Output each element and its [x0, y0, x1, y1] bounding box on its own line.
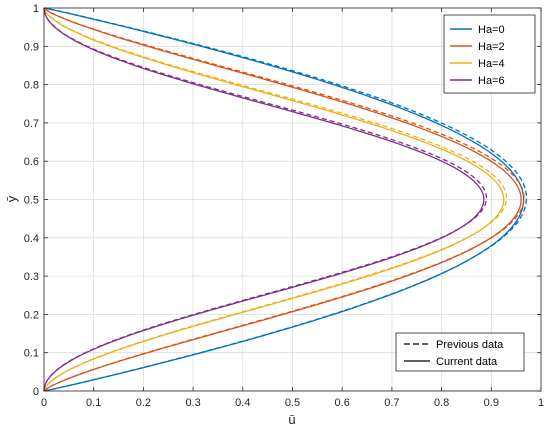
legend-label: Ha=6 [478, 75, 505, 87]
x-tick-label: 0.6 [335, 397, 350, 409]
series-line-current-0 [43, 7, 525, 392]
x-tick-label: 0.7 [384, 397, 399, 409]
y-tick-label: 0.7 [24, 118, 39, 130]
ticks [43, 7, 542, 392]
series-line-current-2 [43, 7, 505, 392]
x-tick-label: 0.1 [86, 397, 101, 409]
y-tick-label: 0.2 [24, 309, 39, 321]
legend-series: Ha=0 Ha=2 Ha=4 Ha=6 [443, 14, 536, 94]
y-tick-label: 0.3 [24, 271, 39, 283]
curves [43, 7, 528, 392]
series-line-current-3 [43, 7, 485, 392]
series-line-previous-3 [43, 7, 488, 392]
tick-labels: 0 0.1 0.2 0.3 0.4 0.5 0.6 0.7 0.8 0.9 1 0 0.1 0.2 0.3 0… [24, 3, 544, 409]
legend-label: Ha=2 [478, 41, 505, 53]
x-tick-label: 0.9 [484, 397, 499, 409]
series-line-current-1 [43, 7, 522, 392]
y-tick-label: 0 [33, 386, 39, 398]
y-tick-label: 0.1 [24, 348, 39, 360]
y-tick-label: 0.8 [24, 80, 39, 92]
x-tick-label: 0.4 [235, 397, 250, 409]
y-tick-label: 0.6 [24, 156, 39, 168]
series-line-previous-1 [43, 7, 525, 392]
legend-label: Ha=0 [478, 24, 505, 36]
legend-style-label: Previous data [436, 339, 504, 351]
x-tick-label: 0.5 [285, 397, 300, 409]
legend-label: Ha=4 [478, 58, 505, 70]
x-tick-label: 0.2 [136, 397, 151, 409]
y-tick-label: 1 [33, 3, 39, 15]
y-tick-label: 0.4 [24, 233, 39, 245]
legend-style-label: Current data [436, 356, 498, 368]
legend-line-style: Previous data Current data [395, 332, 525, 372]
x-axis-label: ū [288, 412, 295, 427]
y-tick-label: 0.9 [24, 41, 39, 53]
y-axis-label: ȳ [4, 195, 19, 202]
x-tick-label: 0.3 [185, 397, 200, 409]
x-tick-label: 1 [538, 397, 544, 409]
x-tick-label: 0 [41, 397, 47, 409]
y-tick-label: 0.5 [24, 195, 39, 207]
legend-style-box [395, 332, 525, 372]
x-tick-label: 0.8 [434, 397, 449, 409]
